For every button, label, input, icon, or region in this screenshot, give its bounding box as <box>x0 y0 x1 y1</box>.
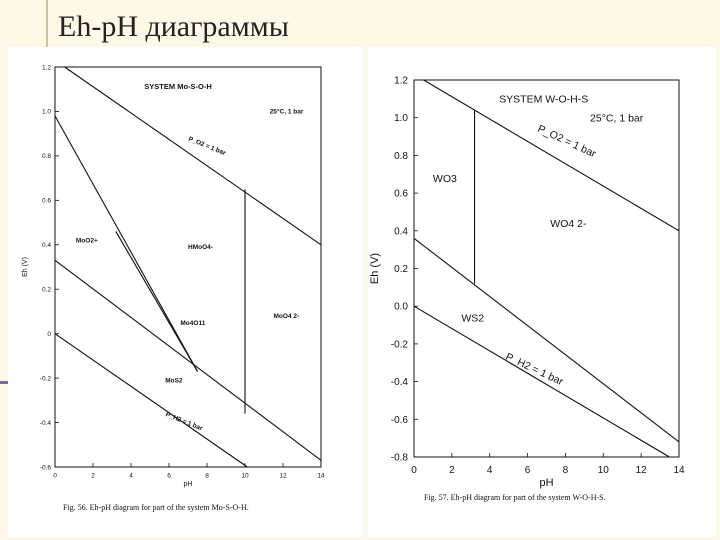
region-label: WO3 <box>433 173 457 185</box>
x-tick-label: 10 <box>241 473 249 480</box>
x-tick-label: 2 <box>91 473 95 480</box>
y-axis-label: Eh (V) <box>22 257 29 277</box>
region-label: P_O2 = 1 bar <box>536 123 598 161</box>
x-axis-label: pH <box>184 481 193 488</box>
boundary-line <box>54 115 198 372</box>
region-label: HMoO4- <box>188 244 213 251</box>
region-label: WO4 2- <box>550 218 587 230</box>
figure-caption-mo: Fig. 56. Eh-pH diagram for part of the s… <box>63 503 249 512</box>
region-label: MoO2+ <box>76 238 98 245</box>
y-tick-label: 0.6 <box>42 198 51 205</box>
region-label: Mo4O11 <box>180 320 205 327</box>
chart-title: SYSTEM Mo-S-O-H <box>144 82 212 91</box>
boundary-line <box>413 237 680 443</box>
x-tick-label: 12 <box>636 465 648 476</box>
region-label: P_O2 = 1 bar <box>187 136 227 157</box>
figure-caption-w: Fig. 57. Eh-pH diagram for part of the s… <box>424 493 606 502</box>
boundary-line <box>54 333 248 468</box>
x-tick-label: 0 <box>53 473 57 480</box>
x-tick-label: 12 <box>279 473 287 480</box>
y-tick-label: -0.4 <box>40 420 52 427</box>
x-tick-label: 0 <box>411 465 417 476</box>
region-label: P_H2 = 1 bar <box>504 351 566 388</box>
boundary-line <box>115 231 198 372</box>
y-tick-label: 0.6 <box>394 189 408 200</box>
boundary-line <box>54 259 322 461</box>
region-label: P_H2 = 1 bar <box>164 411 203 432</box>
y-tick-label: 1.0 <box>42 109 51 116</box>
plot-frame <box>54 66 322 468</box>
x-tick-label: 2 <box>449 465 455 476</box>
y-axis-label: Eh (V) <box>369 253 381 284</box>
figure-panel-mo: 0 2 4 6 8 10 12 14 1.2 1.0 0.8 0.6 0.4 0.2 0 -0.2 -0.4 -0… <box>8 47 363 537</box>
y-tick-label: -0.2 <box>391 339 409 350</box>
boundary-line <box>423 79 680 232</box>
y-tick-label: 0.0 <box>394 302 408 313</box>
y-tick-label: 0 <box>47 331 51 338</box>
slide-title: Eh-pH диаграммы <box>58 10 289 43</box>
y-tick-label: 0.8 <box>394 151 408 162</box>
chart-title: SYSTEM W-O-H-S <box>499 94 588 106</box>
y-tick-label: -0.6 <box>391 415 409 426</box>
y-tick-label: -0.2 <box>40 375 52 382</box>
y-tick-label: -0.4 <box>391 377 409 388</box>
y-tick-label: -0.6 <box>40 464 52 471</box>
y-tick-label: 1.0 <box>394 113 408 124</box>
x-axis-label: pH <box>539 477 553 489</box>
x-tick-label: 4 <box>487 465 493 476</box>
chart-conditions: 25°C, 1 bar <box>270 108 304 116</box>
y-tick-label: 0.8 <box>42 153 51 160</box>
x-tick-label: 8 <box>563 465 569 476</box>
x-tick-label: 8 <box>205 473 209 480</box>
x-tick-label: 6 <box>525 465 531 476</box>
y-tick-label: -0.8 <box>391 453 409 464</box>
y-tick-label: 0.2 <box>42 286 51 293</box>
eh-ph-chart-mo: 0 2 4 6 8 10 12 14 1.2 1.0 0.8 0.6 0.4 0.2 0 -0.2 -0.4 -0… <box>22 64 325 488</box>
boundary-line <box>64 66 322 246</box>
region-label: WS2 <box>461 312 484 324</box>
y-tick-label: 0.4 <box>42 242 51 249</box>
region-label: MoO4 2- <box>274 313 300 320</box>
eh-ph-chart-w: 0 2 4 6 8 10 12 14 1.2 1.0 0.8 0.6 0.4 0.2 0.0 -0.2 -0.4… <box>369 76 685 490</box>
x-tick-label: 14 <box>317 473 325 480</box>
x-tick-label: 14 <box>673 465 685 476</box>
y-tick-label: 1.2 <box>394 76 408 87</box>
chart-conditions: 25°C, 1 bar <box>590 112 644 124</box>
y-tick-label: 1.2 <box>42 64 51 71</box>
x-tick-label: 6 <box>167 473 171 480</box>
x-tick-label: 10 <box>598 465 610 476</box>
y-tick-label: 0.4 <box>394 226 408 237</box>
boundary-line <box>413 305 670 458</box>
figure-panel-w: 0 2 4 6 8 10 12 14 1.2 1.0 0.8 0.6 0.4 0.2 0.0 -0.2 -0.4… <box>368 47 716 537</box>
y-tick-label: 0.2 <box>394 264 408 275</box>
x-tick-label: 4 <box>129 473 133 480</box>
region-label: MoS2 <box>165 378 183 385</box>
